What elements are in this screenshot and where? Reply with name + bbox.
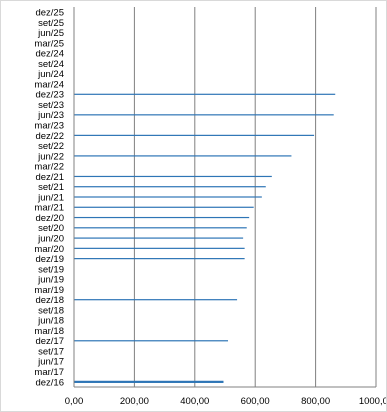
bar: [74, 206, 254, 208]
bar: [74, 227, 247, 229]
category-label: mar/18: [34, 326, 64, 337]
bar: [74, 216, 250, 219]
category-label: dez/18: [35, 295, 64, 306]
category-label: dez/20: [35, 213, 64, 224]
bars: [74, 93, 336, 383]
category-label: jun/21: [37, 192, 64, 203]
bar: [74, 155, 292, 157]
category-label: jun/19: [37, 275, 64, 286]
x-tick-label: 400,00: [180, 396, 209, 407]
bar: [74, 380, 224, 383]
category-label: mar/17: [34, 367, 64, 378]
bar: [74, 175, 272, 178]
category-label: dez/19: [35, 254, 64, 265]
category-label: mar/22: [34, 162, 64, 173]
bar: [74, 134, 315, 136]
category-label: dez/23: [35, 90, 64, 101]
category-label: mar/20: [34, 244, 64, 255]
category-label: jun/18: [37, 316, 64, 327]
x-tick-label: 200,00: [120, 396, 149, 407]
category-label: mar/24: [34, 79, 64, 90]
bar: [74, 237, 244, 239]
x-tick-label: 1000,00: [359, 396, 386, 407]
category-label: jun/17: [37, 357, 64, 368]
category-label: mar/23: [34, 121, 64, 132]
category-label: set/25: [38, 18, 64, 29]
x-tick-label: 0,00: [65, 396, 84, 407]
category-label: jun/20: [37, 233, 64, 244]
category-label: set/22: [38, 141, 64, 152]
x-tick-label: 600,00: [241, 396, 270, 407]
category-label: dez/16: [35, 377, 64, 388]
bar: [74, 93, 336, 95]
bar: [74, 186, 266, 188]
value-tick-labels: 0,00 200,00 400,00 600,00 800,00 1000,00: [65, 396, 386, 407]
bar: [74, 196, 262, 198]
bar: [74, 340, 229, 342]
category-label: dez/17: [35, 336, 64, 347]
category-label: set/17: [38, 346, 64, 357]
axes: [73, 7, 376, 388]
bar: [74, 247, 245, 249]
category-label: set/24: [38, 59, 64, 70]
category-labels: dez/16mar/17jun/17set/17dez/17mar/18jun/…: [34, 8, 64, 389]
category-label: jun/22: [37, 151, 64, 162]
category-label: jun/24: [37, 69, 64, 80]
bar: [74, 258, 245, 260]
category-label: dez/25: [35, 8, 64, 19]
bar: [74, 299, 238, 301]
x-tick-label: 800,00: [301, 396, 330, 407]
category-label: set/18: [38, 305, 64, 316]
category-label: mar/25: [34, 38, 64, 49]
category-label: mar/19: [34, 285, 64, 296]
category-label: jun/23: [37, 110, 64, 121]
bar: [74, 114, 334, 116]
category-label: jun/25: [37, 28, 64, 39]
category-label: set/21: [38, 182, 64, 193]
category-label: set/19: [38, 264, 64, 275]
category-label: set/20: [38, 223, 64, 234]
category-label: dez/24: [35, 49, 64, 60]
category-label: dez/21: [35, 172, 64, 183]
category-label: mar/21: [34, 203, 64, 214]
category-label: set/23: [38, 100, 64, 111]
category-label: dez/22: [35, 131, 64, 142]
